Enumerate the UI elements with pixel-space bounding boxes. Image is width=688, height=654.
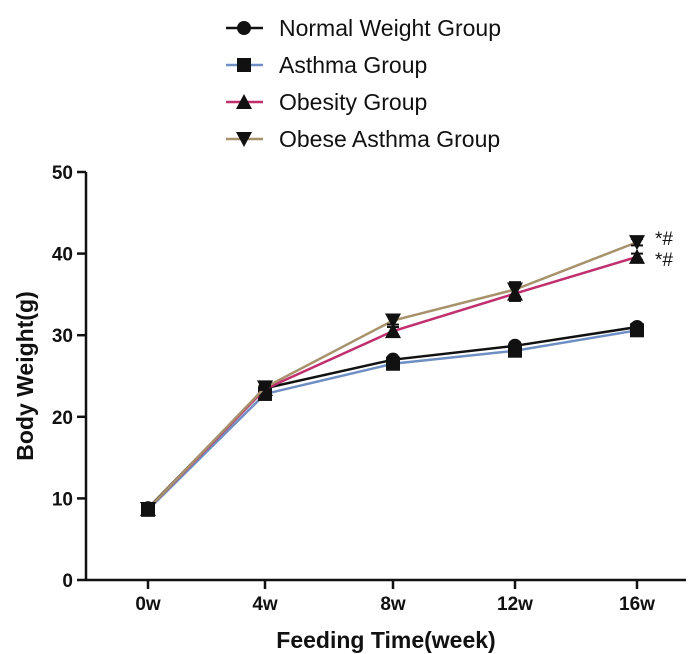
x-tick-label: 4w	[252, 594, 278, 615]
y-tick-label: 20	[52, 408, 73, 429]
y-tick-label: 40	[52, 245, 73, 266]
data-point	[385, 323, 401, 339]
legend-item: Normal Weight Group	[226, 15, 501, 41]
data-point	[385, 313, 401, 329]
legend-label: Normal Weight Group	[279, 15, 501, 41]
series-line	[147, 255, 638, 510]
x-tick-label: 8w	[380, 594, 406, 615]
legend: Normal Weight Group Asthma Group Obesity G…	[226, 15, 501, 152]
data-point	[630, 323, 644, 338]
x-tick-label: 12w	[497, 594, 533, 615]
y-tick-label: 0	[62, 571, 73, 592]
legend-marker	[236, 132, 252, 147]
series-3	[140, 248, 645, 517]
data-point	[508, 343, 522, 358]
legend-item: Asthma Group	[226, 52, 427, 78]
legend-label: Obese Asthma Group	[279, 126, 500, 152]
series-group	[140, 235, 645, 518]
legend-label: Obesity Group	[279, 89, 427, 115]
data-point	[507, 282, 523, 298]
series-1	[141, 320, 644, 516]
data-point	[629, 235, 645, 251]
legend-item: Obese Asthma Group	[226, 126, 500, 152]
y-tick-label: 50	[52, 163, 73, 184]
y-tick-label: 10	[52, 489, 73, 510]
y-axis-title: Body Weight(g)	[12, 291, 38, 461]
series-2	[141, 323, 644, 517]
series-line	[147, 241, 638, 510]
legend-marker	[236, 94, 252, 109]
significance-annotation: *#	[655, 229, 673, 250]
x-tick-label: 0w	[135, 594, 161, 615]
x-axis-title: Feeding Time(week)	[276, 627, 495, 653]
annotations: *#*#	[655, 229, 673, 271]
data-point	[386, 356, 400, 371]
legend-marker	[237, 21, 251, 35]
series-4	[140, 235, 645, 518]
data-point	[140, 502, 156, 518]
x-ticks: 0w 4w 8w 12w 16w	[135, 580, 655, 615]
y-ticks: 0 10 20 30 40 50	[52, 163, 86, 592]
legend-item: Obesity Group	[226, 89, 427, 115]
significance-annotation: *#	[655, 250, 673, 271]
legend-label: Asthma Group	[279, 52, 427, 78]
data-point	[257, 380, 273, 396]
y-tick-label: 30	[52, 326, 73, 347]
data-point	[629, 248, 645, 264]
legend-marker	[237, 58, 251, 72]
axes	[84, 172, 686, 582]
x-tick-label: 16w	[619, 594, 655, 615]
